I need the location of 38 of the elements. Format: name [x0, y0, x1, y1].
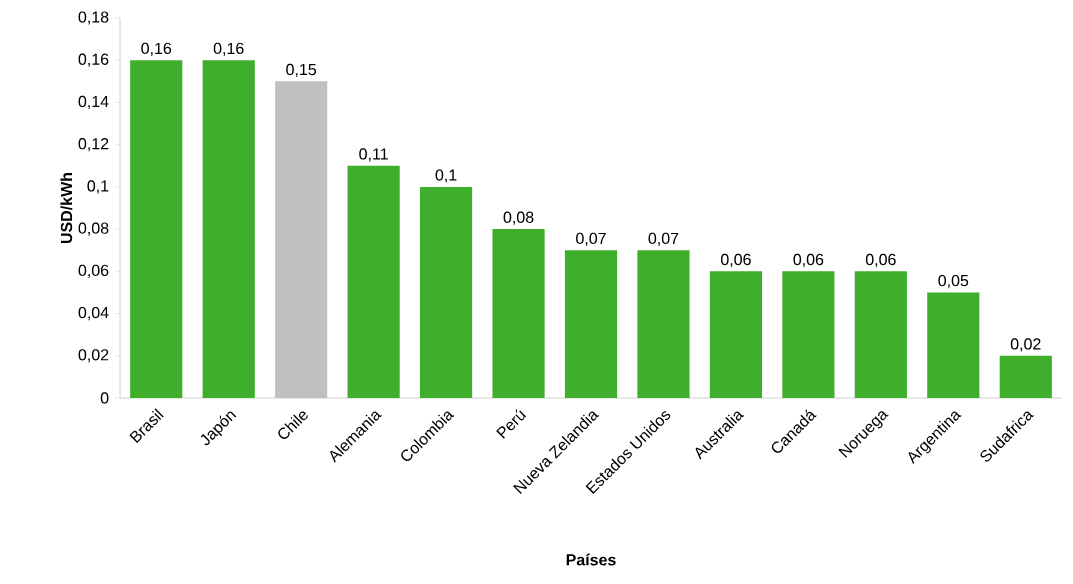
y-tick-label: 0: [100, 392, 109, 404]
y-tick-label: 0,12: [78, 138, 109, 152]
bar: [854, 271, 907, 398]
data-label: 0,06: [793, 253, 824, 268]
data-label: 0,11: [359, 148, 388, 162]
bar: [782, 271, 835, 398]
data-label: 0,16: [213, 42, 244, 56]
bar: [999, 355, 1052, 398]
bar: [492, 229, 545, 398]
data-label: 0,15: [286, 63, 317, 78]
bar: [637, 250, 690, 398]
data-label: 0,06: [720, 253, 751, 268]
y-tick-label: 0,18: [78, 11, 109, 25]
y-tick-label: 0,04: [78, 306, 109, 321]
bar: [275, 81, 328, 398]
y-tick-label: 0,02: [78, 349, 109, 363]
y-tick-label: 0,16: [78, 53, 109, 67]
data-label: 0,07: [648, 232, 679, 246]
data-label: 0,02: [1010, 338, 1041, 352]
bar: [202, 60, 255, 398]
bar: [130, 60, 183, 398]
bar: [420, 186, 473, 398]
data-label: 0,07: [576, 232, 606, 246]
data-label: 0,16: [141, 42, 172, 56]
data-label: 0,08: [503, 211, 534, 225]
bar: [709, 271, 763, 398]
data-label: 0,1: [435, 169, 457, 183]
y-tick-label: 0,14: [78, 95, 109, 110]
data-label: 0,06: [865, 253, 896, 268]
y-axis-title: USD/kWh: [60, 172, 73, 244]
data-label: 0,05: [938, 274, 969, 289]
y-tick-label: 0,08: [78, 222, 109, 236]
bar: [927, 292, 980, 398]
y-tick-label: 0,1: [87, 180, 109, 194]
x-axis-title: Países: [566, 553, 616, 566]
bar: [564, 250, 618, 398]
bar: [347, 165, 400, 398]
y-tick-label: 0,06: [78, 264, 109, 278]
